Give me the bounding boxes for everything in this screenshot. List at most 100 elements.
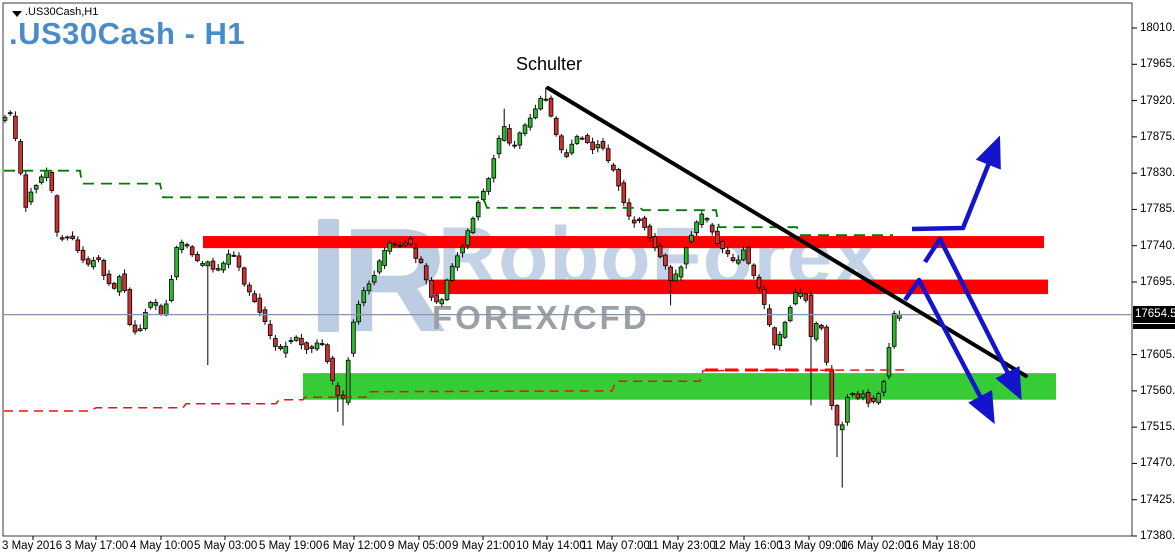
candle-bull [839, 424, 845, 431]
candle-bull [153, 301, 159, 306]
candle-bull [174, 247, 179, 278]
candle-bear [590, 141, 595, 150]
candle-bull [798, 292, 803, 297]
candle-bear [652, 236, 658, 249]
time-axis-label: 6 May 12:00 [323, 540, 387, 552]
candle-bull [673, 273, 679, 282]
candle-bear [278, 346, 283, 350]
candle-bear [507, 128, 512, 144]
candle-bull [148, 301, 153, 308]
candle-bull [793, 291, 798, 305]
candle-bear [408, 238, 413, 245]
candle-bear [720, 240, 725, 250]
candle-bear [621, 182, 627, 203]
candle-bear [746, 246, 751, 264]
candle-bear [70, 235, 75, 239]
price-axis-label: 18010.0 [1140, 22, 1175, 34]
time-axis-label: 9 May 05:00 [388, 540, 452, 552]
candle-bear [564, 152, 569, 157]
candle-bull [881, 381, 887, 393]
stepped-ma-low-red-dashed [4, 369, 906, 412]
annotations-layer[interactable] [546, 86, 1028, 425]
candle-bull [533, 108, 538, 119]
candle-bull [595, 144, 601, 149]
candle-bear [642, 217, 647, 228]
candle-bear [132, 324, 138, 333]
candle-bull [678, 266, 684, 278]
candle-bear [626, 202, 632, 217]
chart-frame [2, 2, 1133, 537]
candle-bull [91, 260, 96, 268]
candle-bull [39, 176, 44, 183]
price-axis-label: 17965.0 [1140, 58, 1175, 71]
candle-bear [413, 247, 419, 259]
candle-bull [293, 336, 299, 341]
candle-bull [777, 334, 783, 347]
arrow-reject-upper-zone[interactable] [923, 236, 1022, 401]
price-axis-label: 17470.0 [1140, 457, 1175, 470]
candle-bull [137, 328, 143, 331]
candle-bull [689, 234, 694, 242]
candle-bull [117, 276, 122, 293]
candle-bull [444, 279, 450, 301]
candle-bear [330, 357, 335, 381]
candle-bear [663, 254, 668, 267]
candle-bull [7, 112, 13, 115]
time-axis-label: 16 May 18:00 [906, 540, 976, 552]
candle-bear [101, 260, 107, 276]
time-axis-label: 11 May 07:00 [581, 540, 650, 552]
candle-bear [434, 294, 439, 303]
candle-bear [59, 237, 65, 240]
candle-bull [356, 303, 361, 323]
candle-bull [694, 221, 699, 233]
candle-bull [319, 343, 325, 345]
symbol-period-label[interactable]: .US30Cash,H1 [25, 6, 99, 18]
price-axis-label: 17425.0 [1140, 493, 1175, 506]
time-axis-label: 5 May 19:00 [259, 540, 323, 552]
candle-bear [429, 279, 434, 298]
schulter-annotation-label[interactable]: Schulter [515, 54, 583, 74]
price-axis-label: 17875.0 [1140, 130, 1175, 143]
candle-bear [585, 135, 590, 143]
candle-bear [855, 393, 861, 399]
candle-bear [512, 144, 517, 147]
candle-bear [231, 254, 237, 257]
support-zone-green[interactable] [303, 373, 1056, 400]
candle-bull [33, 185, 39, 190]
candle-bear [252, 293, 257, 303]
symbol-dropdown-icon[interactable] [12, 11, 22, 17]
candle-bull [163, 303, 169, 316]
candle-bull [465, 230, 471, 246]
candle-bull [876, 393, 881, 404]
candle-bear [605, 148, 611, 162]
candle-bull [486, 178, 491, 192]
candle-bear [715, 230, 720, 245]
candle-bear [85, 258, 91, 265]
candle-bull [522, 124, 528, 134]
candle-bull [351, 321, 356, 354]
arrow-up-breakout[interactable] [911, 135, 1001, 232]
candle-bear [49, 171, 55, 191]
candle-bear [668, 266, 673, 281]
candle-bull [517, 132, 523, 146]
arrow-reject-lower-zone[interactable] [903, 277, 995, 425]
resistance-zone-upper[interactable] [203, 236, 1044, 249]
price-axis-label: 17740.0 [1140, 239, 1175, 252]
candle-bull [288, 340, 294, 342]
candle-bull [387, 242, 393, 252]
candle-bear [397, 245, 403, 248]
chart-title: .US30Cash - H1 [9, 16, 246, 51]
resistance-zone-lower[interactable] [432, 279, 1048, 295]
candle-bear [725, 250, 731, 255]
candle-bull [538, 98, 543, 110]
candle-bear [829, 369, 835, 407]
price-axis-label: 17605.0 [1140, 348, 1175, 361]
price-axis-label: 17920.0 [1140, 94, 1175, 107]
zones-layer[interactable] [203, 236, 1056, 400]
candle-bull [179, 241, 185, 250]
candle-bear [559, 135, 564, 151]
time-axis-label: 3 May 2016 [2, 540, 63, 552]
candle-bear [195, 254, 200, 262]
candle-bull [845, 396, 850, 423]
